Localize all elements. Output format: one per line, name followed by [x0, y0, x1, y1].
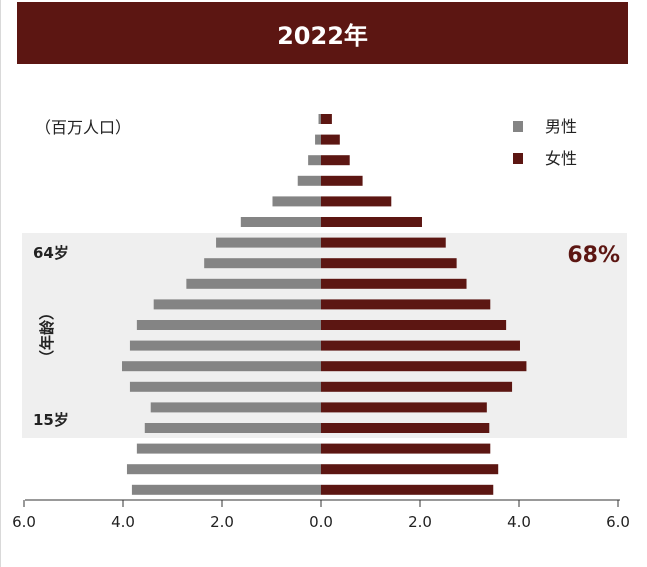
left-border-line: [0, 0, 1, 567]
bar-male: [129, 381, 321, 392]
x-ticks-group: 6.0 4.0 2.0 0.0 2.0 4.0 6.0: [12, 500, 630, 531]
age-label-15: 15岁: [33, 411, 69, 429]
bar-female: [321, 402, 487, 413]
bar-female: [321, 320, 507, 330]
bar-male: [204, 258, 321, 269]
age-label-64: 64岁: [33, 244, 69, 262]
bar-male: [297, 175, 321, 186]
bar-male: [308, 155, 321, 166]
bar-male: [129, 340, 321, 351]
bar-female: [321, 114, 332, 124]
legend-swatch-male: [513, 121, 523, 132]
legend-swatch-female: [513, 153, 523, 164]
unit-label: （百万人口）: [35, 118, 131, 137]
bar-female: [321, 278, 467, 289]
bar-female: [321, 217, 422, 227]
bar-male: [126, 464, 322, 475]
x-tick-label: 6.0: [606, 513, 630, 531]
bar-female: [321, 381, 513, 392]
band-percentage: 68%: [567, 243, 620, 268]
bar-female: [321, 237, 446, 248]
bar-female: [321, 464, 499, 475]
bar-female: [321, 299, 491, 310]
legend-label-female: 女性: [545, 149, 577, 168]
x-tick-label: 6.0: [12, 513, 36, 531]
bar-male: [315, 134, 321, 145]
x-tick-label: 0.0: [309, 513, 333, 531]
chart-header: 2022年: [17, 2, 628, 64]
x-tick-label: 4.0: [507, 513, 531, 531]
bar-female: [321, 155, 350, 166]
bar-male: [131, 484, 321, 495]
bars-group: [122, 114, 527, 495]
bar-female: [321, 443, 491, 454]
bar-female: [321, 196, 392, 207]
bar-female: [321, 134, 340, 145]
y-axis-label: （年龄）: [38, 305, 56, 365]
bar-male: [136, 320, 321, 330]
bar-male: [186, 278, 321, 289]
legend-label-male: 男性: [545, 117, 577, 136]
chart-title: 2022年: [277, 21, 368, 50]
bar-male: [144, 423, 321, 433]
bar-male: [150, 402, 321, 413]
x-tick-label: 2.0: [408, 513, 432, 531]
bar-male: [216, 237, 321, 248]
bar-female: [321, 175, 363, 186]
bar-female: [321, 484, 494, 495]
x-tick-label: 4.0: [111, 513, 135, 531]
bar-male: [122, 361, 321, 372]
bar-male: [153, 299, 321, 310]
x-tick-label: 2.0: [210, 513, 234, 531]
bar-male: [272, 196, 321, 207]
bar-male: [240, 217, 321, 227]
bar-female: [321, 361, 527, 372]
bar-female: [321, 258, 457, 269]
bar-female: [321, 340, 520, 351]
bar-male: [136, 443, 321, 454]
bar-male: [318, 114, 321, 124]
bar-female: [321, 423, 490, 433]
